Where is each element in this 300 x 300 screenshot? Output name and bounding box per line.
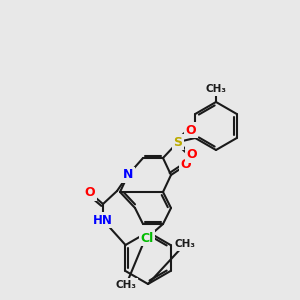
Text: CH₃: CH₃ bbox=[116, 280, 136, 290]
Text: O: O bbox=[187, 148, 197, 161]
Text: O: O bbox=[181, 158, 191, 172]
Text: N: N bbox=[123, 169, 133, 182]
Text: Cl: Cl bbox=[140, 232, 154, 244]
Text: O: O bbox=[85, 187, 95, 200]
Text: CH₃: CH₃ bbox=[175, 239, 196, 249]
Text: O: O bbox=[186, 124, 196, 136]
Text: CH₃: CH₃ bbox=[206, 84, 226, 94]
Text: HN: HN bbox=[93, 214, 113, 226]
Text: S: S bbox=[173, 136, 182, 148]
